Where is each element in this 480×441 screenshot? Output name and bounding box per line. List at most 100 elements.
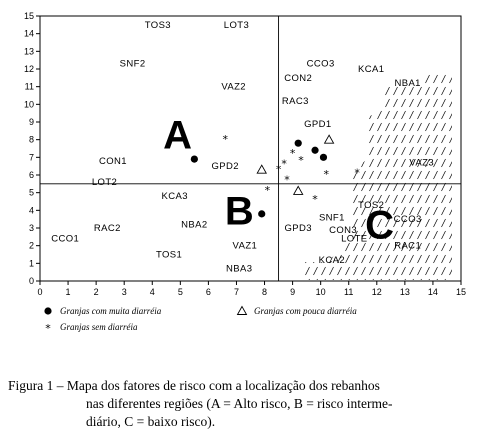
quadrant-dividers xyxy=(40,16,461,281)
y-tick-label: 13 xyxy=(24,46,34,56)
factor-label: TOS2 xyxy=(358,200,384,211)
point-pouca-diarreia xyxy=(256,164,267,174)
factor-label: LOT2 xyxy=(92,177,117,188)
factor-label: RAC3 xyxy=(282,96,309,107)
point-muita-diarreia xyxy=(294,139,302,147)
point-sem-diarreia: * xyxy=(354,166,360,179)
legend-item: * Granjas sem diarréia xyxy=(45,322,138,335)
risk-region-labels: AB C xyxy=(163,113,394,247)
point-muita-diarreia xyxy=(319,153,328,161)
legend-label: Granjas sem diarréia xyxy=(60,322,138,332)
x-tick-label: 8 xyxy=(262,287,267,297)
legend-marker xyxy=(44,307,52,315)
x-tick-label: 10 xyxy=(316,287,326,297)
y-tick-label: 14 xyxy=(24,29,34,39)
factor-label: TOS3 xyxy=(145,20,171,31)
factor-label: RAC2 xyxy=(94,223,121,234)
factor-label: KCA2 xyxy=(319,255,345,266)
x-tick-label: 15 xyxy=(456,287,466,297)
y-tick-label: 4 xyxy=(29,205,34,215)
point-pouca-diarreia xyxy=(292,185,304,195)
point-pouca-diarreia xyxy=(323,134,335,144)
point-sem-diarreia: * xyxy=(290,147,296,160)
y-tick-label: 10 xyxy=(24,99,34,109)
factor-label: LOT3 xyxy=(224,20,249,31)
x-tick-label: 3 xyxy=(122,287,127,297)
factor-label: CCO1 xyxy=(51,234,79,245)
x-tick-label: 2 xyxy=(94,287,99,297)
x-tick-label: 5 xyxy=(178,287,183,297)
factor-label: CON2 xyxy=(284,73,312,84)
caption-line-3: diário, C = baixo risco). xyxy=(86,414,216,429)
x-tick-label: 9 xyxy=(290,287,295,297)
region-label-b: B xyxy=(225,189,254,233)
y-tick-label: 6 xyxy=(29,170,34,180)
point-sem-diarreia: * xyxy=(222,133,228,146)
factor-label: VAZ2 xyxy=(221,82,246,93)
y-tick-label: 11 xyxy=(25,82,34,92)
low-risk-hatched-area xyxy=(302,72,452,280)
x-tick-label: 12 xyxy=(372,287,382,297)
y-tick-label: 7 xyxy=(29,152,34,162)
factor-labels: TOS3 LOT3 SNF2 VAZ2 CCO3 CON2 KCA1 NBA1 RAC3 GPD1… xyxy=(51,20,434,275)
factor-label: KCA3 xyxy=(162,191,188,202)
legend-marker: * xyxy=(45,322,51,335)
x-tick-label: 4 xyxy=(150,287,155,297)
legend-label: Granjas com muita diarréia xyxy=(60,306,162,316)
y-tick-label: 12 xyxy=(24,64,34,74)
factor-label: GPD2 xyxy=(211,161,238,172)
point-sem-diarreia: * xyxy=(312,193,318,206)
x-tick-label: 13 xyxy=(400,287,410,297)
factor-label: CON1 xyxy=(99,156,127,167)
factor-label: SNF1 xyxy=(319,212,345,223)
plot-frame xyxy=(39,15,462,282)
y-tick-label: 15 xyxy=(24,11,34,21)
legend-item: Granjas com pouca diarréia xyxy=(236,305,357,316)
x-tick-label: 0 xyxy=(37,287,42,297)
point-sem-diarreia: * xyxy=(324,168,330,181)
factor-label: GPD3 xyxy=(284,223,311,234)
y-tick-label: 9 xyxy=(29,117,34,127)
factor-label: VAZ3 xyxy=(409,158,434,169)
y-tick-label: 3 xyxy=(29,223,34,233)
legend-label: Granjas com pouca diarréia xyxy=(254,306,357,316)
y-tick-label: 2 xyxy=(29,241,34,251)
factor-label: GPD1 xyxy=(304,119,331,130)
factor-label: SNF2 xyxy=(120,59,146,70)
axes: 0 1 2 3 4 5 6 7 8 9 10 11 12 13 14 15012345678910111213… xyxy=(24,11,466,297)
region-label-c: C xyxy=(365,203,394,247)
factor-label: NBA3 xyxy=(226,264,252,275)
x-tick-label: 7 xyxy=(234,287,239,297)
legend: Granjas com muita diarréia Granjas com po… xyxy=(44,305,357,335)
y-tick-label: 0 xyxy=(29,276,34,286)
point-sem-diarreia: * xyxy=(281,158,287,171)
y-tick-label: 8 xyxy=(29,135,34,145)
point-muita-diarreia xyxy=(258,210,266,218)
legend-item: Granjas com muita diarréia xyxy=(44,306,162,316)
factor-label: TOS1 xyxy=(156,250,182,261)
point-sem-diarreia: * xyxy=(276,163,282,176)
factor-label: CCO3 xyxy=(394,214,422,225)
caption-line-2: nas diferentes regiões (A = Alto risco, … xyxy=(86,396,393,411)
factor-label: CCO3 xyxy=(307,59,335,70)
region-label-a: A xyxy=(163,113,192,157)
hatch-fill xyxy=(302,72,452,280)
point-sem-diarreia: * xyxy=(298,154,304,167)
x-tick-label: 14 xyxy=(428,287,438,297)
x-tick-label: 1 xyxy=(66,287,71,297)
caption-line-1: Figura 1 – Mapa dos fatores de risco com… xyxy=(8,378,380,393)
factor-label: NBA1 xyxy=(394,78,420,89)
point-sem-diarreia: * xyxy=(265,184,271,197)
herd-markers: *** ** ***** xyxy=(190,133,360,218)
x-tick-label: 6 xyxy=(206,287,211,297)
factor-label: CON3 xyxy=(329,225,357,236)
factor-label: RAC1 xyxy=(394,241,421,252)
legend-marker xyxy=(236,305,248,315)
y-tick-label: 1 xyxy=(29,258,34,268)
factor-label: LOTE xyxy=(341,234,367,245)
factor-label: NBA2 xyxy=(181,219,207,230)
risk-factor-map-chart: 0 1 2 3 4 5 6 7 8 9 10 11 12 13 14 15012345678910111213… xyxy=(24,11,466,335)
point-muita-diarreia xyxy=(190,155,198,163)
point-sem-diarreia: * xyxy=(284,174,290,187)
x-tick-label: 11 xyxy=(344,287,353,297)
